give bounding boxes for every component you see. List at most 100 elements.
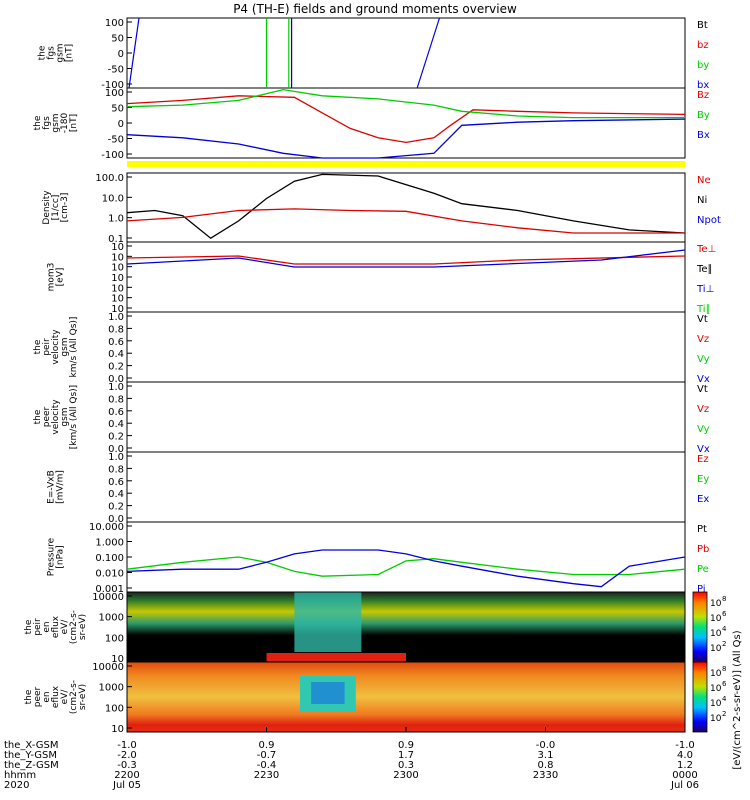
- y-tick-label: 0.0: [108, 374, 124, 385]
- y-axis-label: [cm-3]: [60, 193, 70, 223]
- x-tick-label: -0.4: [257, 760, 277, 771]
- y-axis-label: E=-VxB: [47, 470, 57, 504]
- y-axis-label: [eV]: [56, 268, 66, 287]
- panel-frame: [126, 311, 686, 383]
- y-tick-label: 1.000: [95, 538, 124, 549]
- legend-entry: Vz: [697, 404, 709, 415]
- x-axis-row-label: the_X-GSM: [4, 740, 58, 751]
- electron-colorbar: [692, 661, 708, 733]
- y-tick-label: -50: [108, 135, 124, 146]
- y-axis-label: the: [38, 45, 48, 60]
- y-axis-label: [1/cc]: [51, 195, 61, 221]
- series-line-pe: [126, 556, 686, 577]
- legend-entry: Vt: [697, 384, 708, 395]
- panel-frame: [126, 521, 686, 593]
- series-line-te: [126, 255, 686, 265]
- y-axis-label: gsm: [56, 43, 66, 62]
- series-line-ni: [126, 173, 686, 239]
- colorbar-tick-label: 10: [710, 669, 722, 679]
- y-tick-label: 0.010: [95, 569, 124, 580]
- x-tick-label: 0.3: [398, 760, 414, 771]
- electron-spectrogram-core: [311, 682, 345, 704]
- series-line-bx: [128, 17, 140, 89]
- y-tick-label: 0.4: [108, 489, 124, 500]
- y-tick-label: 0.2: [108, 502, 124, 513]
- colorbar-tick-label: 10: [710, 714, 722, 724]
- legend-entry: Npot: [697, 215, 721, 226]
- legend-entry: Pb: [697, 544, 709, 555]
- y-tick-label: 100.0: [95, 173, 124, 184]
- y-tick-label: 10: [111, 273, 124, 284]
- x-tick-label: 0.9: [259, 740, 275, 751]
- legend-entry: by: [697, 60, 709, 71]
- x-tick-label: 2300: [393, 770, 418, 781]
- y-axis-label: gsm: [51, 113, 61, 132]
- y-tick-label: 0: [118, 119, 124, 130]
- series-line-bx: [126, 118, 686, 159]
- y-axis-label: Pressure: [47, 537, 57, 576]
- colorbar-tick-label: 10: [710, 684, 722, 694]
- legend-entry: Vz: [697, 334, 709, 345]
- y-tick-label: 10.0: [102, 193, 124, 204]
- x-tick-label: 0.8: [538, 760, 554, 771]
- y-axis-label: (cm2-s-: [69, 610, 79, 644]
- x-tick-label: 0000: [672, 770, 697, 781]
- legend-entry: Ez: [697, 454, 709, 465]
- x-tick-label: 0.9: [398, 740, 414, 751]
- legend-entry: Bz: [697, 90, 709, 101]
- y-tick-label: 100: [105, 88, 124, 99]
- y-tick-label: -100: [101, 80, 124, 91]
- y-axis-label: Density: [42, 190, 52, 225]
- y-axis-label: gsm: [60, 337, 70, 356]
- colorbar-tick-exponent: 8: [722, 595, 726, 603]
- y-tick-label: 0.2: [108, 432, 124, 443]
- y-tick-label: 10: [111, 242, 124, 253]
- colorbar-tick-exponent: 6: [722, 610, 727, 618]
- y-axis-label: gsm: [60, 407, 70, 426]
- y-tick-label: 0.8: [108, 324, 124, 335]
- y-tick-label: 10: [111, 283, 124, 294]
- y-tick-label: 100: [105, 18, 124, 29]
- y-axis-label: the: [33, 339, 43, 354]
- y-tick-label: 10000: [92, 592, 124, 603]
- y-axis-label: velocity: [51, 399, 61, 435]
- y-tick-label: 1.0: [108, 214, 124, 225]
- x-axis-row-label: the_Y-GSM: [4, 750, 57, 761]
- x-tick-label: -2.0: [117, 750, 137, 761]
- y-tick-label: 0.2: [108, 362, 124, 373]
- ion-colorbar: [692, 591, 708, 663]
- colorbar-tick-exponent: 8: [722, 665, 726, 673]
- series-line-ne: [126, 208, 685, 234]
- y-tick-label: -50: [108, 65, 124, 76]
- legend-entry: bx: [697, 80, 709, 91]
- x-tick-label: -1.0: [117, 740, 137, 751]
- panel-frame: [126, 172, 686, 243]
- legend-entry: Ey: [697, 474, 709, 485]
- y-axis-label: peir: [42, 338, 52, 356]
- chart-title: P4 (TH-E) fields and ground moments over…: [233, 2, 517, 16]
- y-tick-label: 0.4: [108, 419, 124, 430]
- y-axis-label: eV/: [60, 619, 70, 635]
- legend-entry: Bt: [697, 20, 708, 31]
- y-tick-label: 10: [111, 252, 124, 263]
- x-tick-label: 2230: [254, 770, 279, 781]
- ion-spectrogram-lobe: [294, 592, 362, 652]
- y-axis-label: sr-eV): [78, 684, 88, 710]
- legend-entry: Vt: [697, 314, 708, 325]
- y-tick-label: 10: [111, 304, 124, 315]
- y-tick-label: 0: [118, 49, 124, 60]
- series-line-bz: [126, 95, 686, 144]
- y-axis-label: [mV/m]: [56, 470, 66, 504]
- panel-frame: [126, 17, 686, 89]
- legend-entry: Ex: [697, 494, 709, 505]
- series-line-by: [126, 88, 685, 119]
- colorbar-tick-label: 10: [710, 644, 722, 654]
- y-axis-label: km/s (All Qs)]: [69, 317, 79, 378]
- y-tick-label: 10: [111, 294, 124, 305]
- y-tick-label: 0.0: [108, 514, 124, 525]
- y-axis-label: sr-eV): [78, 614, 88, 640]
- y-axis-label: [km/s (All Qs)]: [69, 385, 79, 449]
- quality-flag-bar: [127, 161, 685, 167]
- y-tick-label: 0.6: [108, 407, 124, 418]
